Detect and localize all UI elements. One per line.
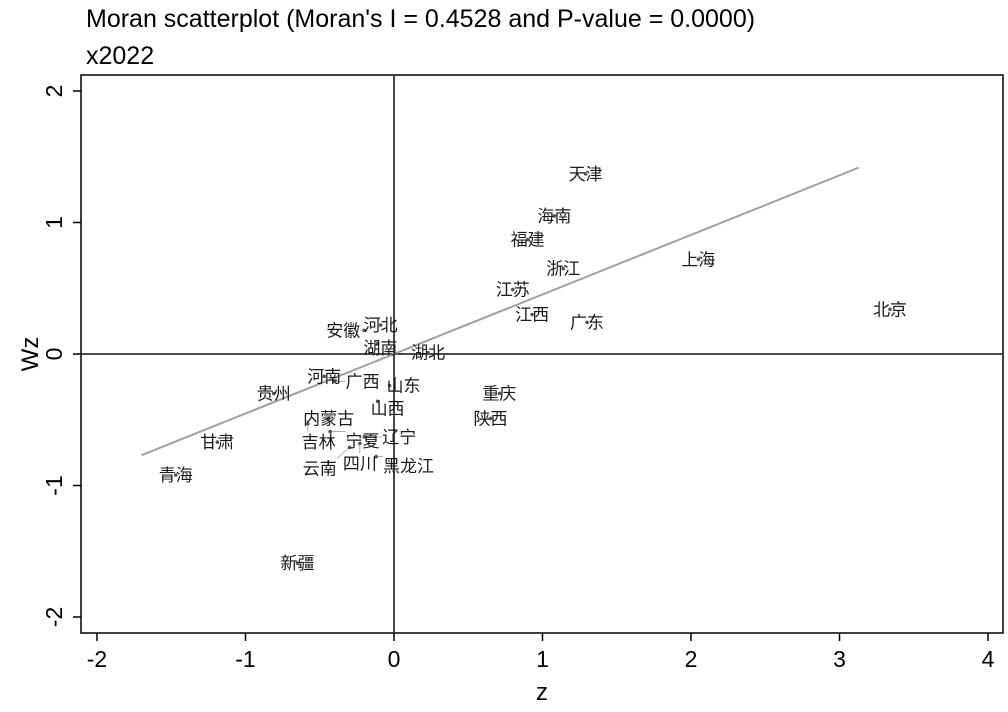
y-axis-label: Wz — [17, 337, 44, 372]
point-marker — [497, 391, 502, 396]
point-label: 辽宁 — [382, 428, 416, 448]
point-marker — [374, 454, 378, 459]
point-marker — [358, 441, 362, 446]
point-label: 重庆 — [482, 384, 516, 404]
point-marker — [173, 473, 178, 477]
point-markers — [173, 172, 892, 565]
chart-title: Moran scatterplot (Moran's I = 0.4528 an… — [86, 5, 755, 33]
point-marker — [347, 445, 352, 450]
point-label: 广西 — [346, 373, 380, 393]
chart-subtitle: x2022 — [86, 42, 154, 70]
y-tick-label: 0 — [41, 348, 67, 361]
point-marker — [426, 350, 430, 355]
x-axis-label: z — [536, 679, 548, 706]
y-tick-label: -1 — [41, 475, 67, 495]
point-label: 贵州 — [257, 384, 291, 404]
point-label: 天津 — [569, 165, 603, 185]
point-marker — [332, 379, 337, 384]
y-tick-label: 1 — [41, 216, 67, 229]
point-label: 山西 — [371, 399, 405, 419]
point-marker — [215, 440, 220, 444]
y-tick-label: -2 — [41, 607, 67, 627]
point-label: 宁夏 — [345, 432, 379, 452]
point-marker — [375, 399, 380, 404]
point-label: 青海 — [159, 466, 193, 486]
point-marker — [511, 287, 515, 292]
point-marker — [530, 312, 534, 317]
point-marker — [295, 561, 300, 565]
point-label: 黑龙江 — [383, 457, 434, 477]
point-marker — [326, 416, 331, 421]
point-label: 吉林 — [302, 433, 336, 453]
point-label: 四川 — [343, 454, 377, 474]
point-marker — [561, 266, 566, 271]
point-label: 江西 — [515, 306, 549, 326]
point-marker — [888, 307, 892, 312]
x-tick-label: 2 — [685, 646, 698, 672]
point-label: 北京 — [873, 300, 907, 320]
point-marker — [378, 323, 383, 327]
x-tick-label: -1 — [235, 646, 255, 672]
point-marker — [552, 214, 557, 218]
x-tick-label: 4 — [982, 646, 995, 672]
point-label: 广东 — [570, 313, 604, 333]
leader-line — [336, 447, 350, 459]
point-label: 山东 — [387, 377, 421, 397]
point-marker — [362, 328, 367, 333]
x-tick-label: -2 — [87, 646, 107, 672]
point-label: 新疆 — [280, 554, 314, 574]
point-marker — [362, 435, 367, 439]
point-marker — [271, 391, 276, 396]
point-label: 海南 — [537, 207, 571, 227]
point-marker — [306, 421, 310, 426]
point-label: 上海 — [681, 250, 715, 270]
point-marker — [328, 429, 332, 434]
point-label: 河南 — [307, 367, 341, 387]
point-label: 浙江 — [546, 260, 580, 280]
point-label: 甘肃 — [200, 433, 234, 453]
point-marker — [375, 341, 380, 346]
y-tick-label: 2 — [41, 85, 67, 98]
point-label: 内蒙古 — [303, 409, 354, 429]
point-marker — [322, 374, 327, 379]
point-label: 安徽 — [326, 321, 360, 341]
point-label: 湖北 — [411, 344, 445, 364]
point-marker — [585, 320, 589, 325]
point-label: 陕西 — [474, 409, 508, 429]
point-label: 云南 — [303, 460, 337, 480]
point-label: 福建 — [511, 231, 545, 251]
fit-line — [141, 166, 860, 457]
point-label: 江苏 — [496, 281, 530, 301]
x-tick-label: 1 — [536, 646, 549, 672]
point-label: 湖南 — [363, 339, 397, 359]
point-marker — [488, 416, 493, 421]
point-label: 河北 — [364, 316, 398, 336]
point-marker — [696, 257, 701, 262]
x-tick-label: 3 — [833, 646, 846, 672]
x-tick-label: 0 — [388, 646, 401, 672]
point-marker — [525, 237, 530, 242]
point-marker — [583, 172, 588, 176]
point-marker — [387, 383, 392, 388]
